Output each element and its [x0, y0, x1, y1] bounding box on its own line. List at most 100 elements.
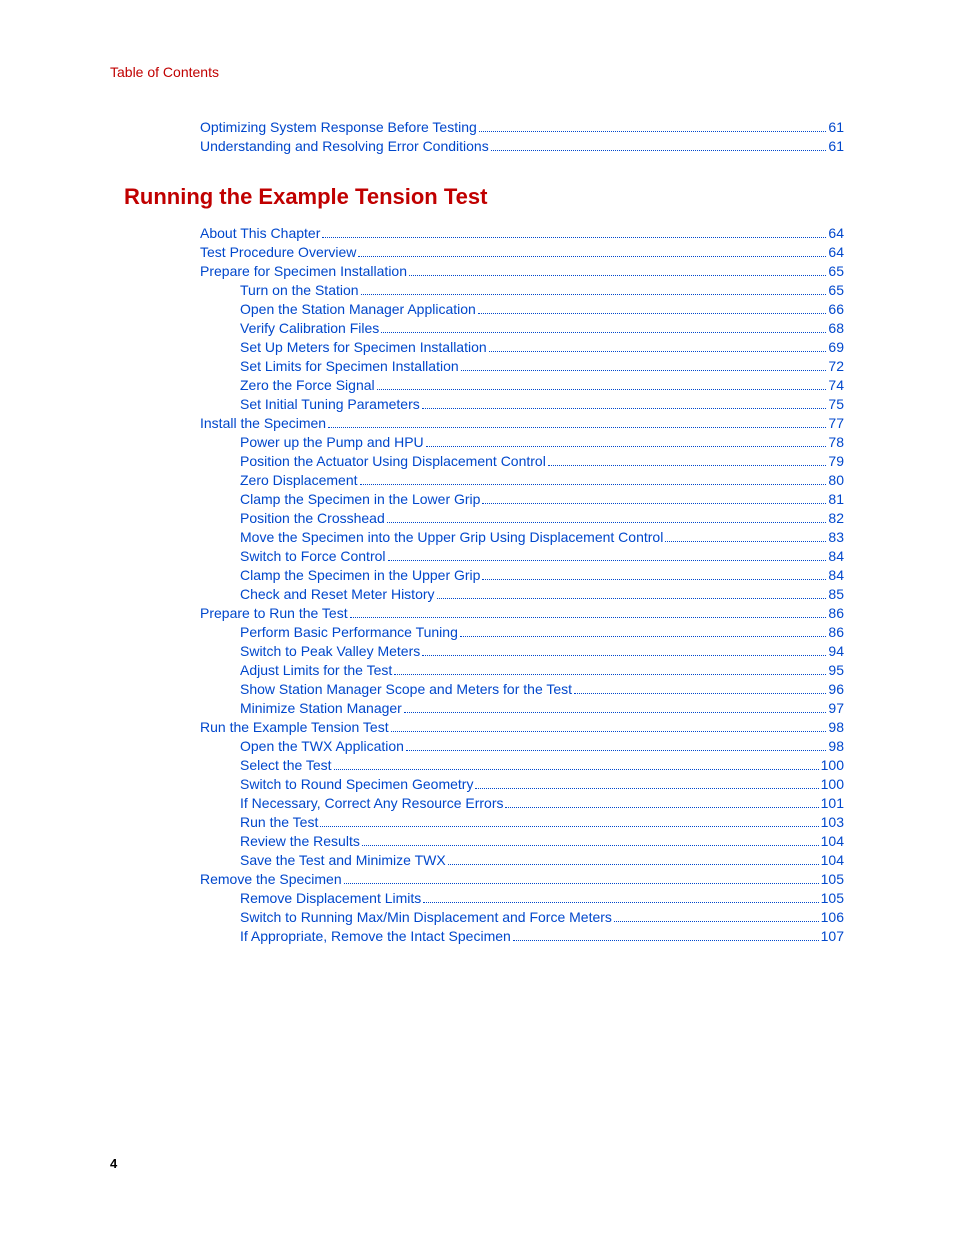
toc-entry-page: 103 [821, 815, 844, 829]
toc-entry-page: 105 [821, 891, 844, 905]
toc-entry-page: 105 [821, 872, 844, 886]
toc-entry[interactable]: About This Chapter64 [110, 226, 844, 241]
toc-entry-label: Switch to Running Max/Min Displacement a… [240, 910, 612, 924]
toc-entry[interactable]: Review the Results104 [110, 834, 844, 849]
toc-entry[interactable]: Remove Displacement Limits105 [110, 891, 844, 906]
toc-entry-label: Set Limits for Specimen Installation [240, 359, 459, 373]
toc-entry[interactable]: Zero the Force Signal74 [110, 378, 844, 393]
toc-entry-page: 100 [821, 777, 844, 791]
toc-entry-label: Understanding and Resolving Error Condit… [200, 139, 489, 153]
toc-entry-page: 72 [828, 359, 844, 373]
toc-entry-page: 68 [828, 321, 844, 335]
toc-entry[interactable]: Switch to Round Specimen Geometry 100 [110, 777, 844, 792]
toc-leader [387, 512, 827, 523]
toc-entry[interactable]: Set Limits for Specimen Installation 72 [110, 359, 844, 374]
toc-entry[interactable]: Set Up Meters for Specimen Installation6… [110, 340, 844, 355]
toc-leader [422, 645, 826, 656]
toc-entry[interactable]: Verify Calibration Files 68 [110, 321, 844, 336]
toc-leader [489, 341, 827, 352]
toc-entry-label: Check and Reset Meter History [240, 587, 435, 601]
toc-entry-label: Prepare for Specimen Installation [200, 264, 407, 278]
section-heading: Running the Example Tension Test [124, 184, 844, 210]
toc-entry[interactable]: Switch to Running Max/Min Displacement a… [110, 910, 844, 925]
toc-entry[interactable]: Open the TWX Application98 [110, 739, 844, 754]
toc-entry-page: 86 [828, 625, 844, 639]
toc-entry[interactable]: Select the Test 100 [110, 758, 844, 773]
toc-leader [482, 569, 826, 580]
toc-entry-page: 69 [828, 340, 844, 354]
toc-leader [574, 683, 826, 694]
toc-entry[interactable]: Prepare for Specimen Installation65 [110, 264, 844, 279]
toc-entry[interactable]: If Necessary, Correct Any Resource Error… [110, 796, 844, 811]
toc-entry[interactable]: Check and Reset Meter History85 [110, 587, 844, 602]
toc-entry-page: 106 [821, 910, 844, 924]
toc-entry-label: Minimize Station Manager [240, 701, 402, 715]
toc-entry-label: Clamp the Specimen in the Upper Grip [240, 568, 480, 582]
toc-entry[interactable]: Set Initial Tuning Parameters75 [110, 397, 844, 412]
toc-entry-page: 77 [828, 416, 844, 430]
toc-leader [548, 455, 827, 466]
toc-entry-page: 107 [821, 929, 844, 943]
toc-entry-label: Remove the Specimen [200, 872, 342, 886]
toc-leader [360, 474, 827, 485]
toc-entry[interactable]: Zero Displacement80 [110, 473, 844, 488]
toc-entry-label: If Appropriate, Remove the Intact Specim… [240, 929, 511, 943]
toc-entry-label: Run the Example Tension Test [200, 720, 389, 734]
toc-entry-label: Adjust Limits for the Test [240, 663, 392, 677]
toc-entry[interactable]: Position the Actuator Using Displacement… [110, 454, 844, 469]
toc-entry-label: Test Procedure Overview [200, 245, 356, 259]
toc-leader [334, 759, 819, 770]
toc-entry[interactable]: Switch to Force Control84 [110, 549, 844, 564]
toc-entry-label: Switch to Round Specimen Geometry [240, 777, 473, 791]
toc-entry[interactable]: Show Station Manager Scope and Meters fo… [110, 682, 844, 697]
toc-entry[interactable]: Open the Station Manager Application66 [110, 302, 844, 317]
toc-entry-label: Save the Test and Minimize TWX [240, 853, 446, 867]
toc-entry[interactable]: Understanding and Resolving Error Condit… [110, 139, 844, 154]
toc-entry-label: Open the TWX Application [240, 739, 404, 753]
toc-entry[interactable]: Power up the Pump and HPU78 [110, 435, 844, 450]
toc-entry[interactable]: If Appropriate, Remove the Intact Specim… [110, 929, 844, 944]
toc-entry[interactable]: Turn on the Station65 [110, 283, 844, 298]
toc-entry-label: Show Station Manager Scope and Meters fo… [240, 682, 572, 696]
toc-entry[interactable]: Adjust Limits for the Test95 [110, 663, 844, 678]
toc-leader [388, 550, 827, 561]
toc-entry[interactable]: Perform Basic Performance Tuning86 [110, 625, 844, 640]
toc-entry[interactable]: Install the Specimen77 [110, 416, 844, 431]
toc-leader [422, 398, 827, 409]
toc-entry[interactable]: Minimize Station Manager97 [110, 701, 844, 716]
toc-entry[interactable]: Optimizing System Response Before Testin… [110, 120, 844, 135]
toc-entry[interactable]: Clamp the Specimen in the Lower Grip81 [110, 492, 844, 507]
toc-leader [328, 417, 826, 428]
toc-leader [423, 892, 818, 903]
toc-leader [426, 436, 827, 447]
toc-leader [505, 797, 818, 808]
toc-entry-page: 61 [828, 139, 844, 153]
toc-leader [322, 227, 826, 238]
toc-entry-page: 84 [828, 568, 844, 582]
toc-entry-page: 79 [828, 454, 844, 468]
toc-entry[interactable]: Run the Example Tension Test98 [110, 720, 844, 735]
toc-leader [394, 664, 826, 675]
toc-entry-label: Clamp the Specimen in the Lower Grip [240, 492, 480, 506]
toc-entry-label: Run the Test [240, 815, 318, 829]
toc-entry[interactable]: Move the Specimen into the Upper Grip Us… [110, 530, 844, 545]
toc-entry[interactable]: Switch to Peak Valley Meters94 [110, 644, 844, 659]
toc-entry-page: 86 [828, 606, 844, 620]
toc-entry-label: Verify Calibration Files [240, 321, 379, 335]
toc-entry-label: Set Initial Tuning Parameters [240, 397, 420, 411]
toc-entry[interactable]: Position the Crosshead82 [110, 511, 844, 526]
toc-entry[interactable]: Prepare to Run the Test86 [110, 606, 844, 621]
toc-leader [404, 702, 827, 713]
toc-entry-page: 84 [828, 549, 844, 563]
toc-entry[interactable]: Clamp the Specimen in the Upper Grip 84 [110, 568, 844, 583]
toc-entry[interactable]: Run the Test 103 [110, 815, 844, 830]
toc-entry-label: Open the Station Manager Application [240, 302, 476, 316]
toc-leader [491, 140, 827, 151]
toc-entry-label: Select the Test [240, 758, 332, 772]
toc-leader [614, 911, 819, 922]
toc-entry[interactable]: Test Procedure Overview64 [110, 245, 844, 260]
toc-entry-page: 82 [828, 511, 844, 525]
toc-entry[interactable]: Save the Test and Minimize TWX104 [110, 853, 844, 868]
toc-entry[interactable]: Remove the Specimen 105 [110, 872, 844, 887]
toc-entry-page: 100 [821, 758, 844, 772]
